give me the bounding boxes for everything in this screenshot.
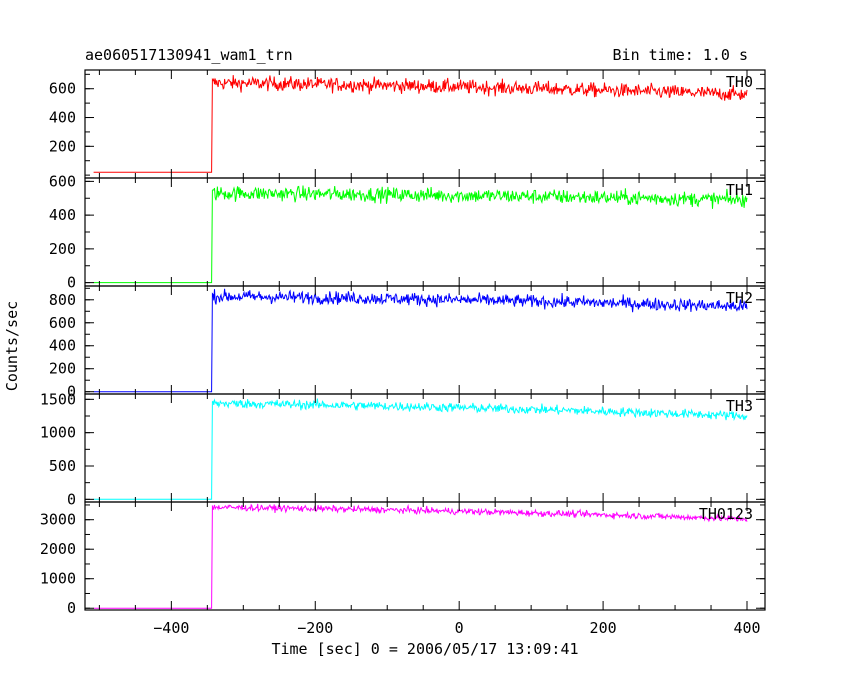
y-tick-label: 500 <box>49 457 76 475</box>
series-label-th0123: TH0123 <box>699 505 753 523</box>
chart-title: ae060517130941_wam1_trn <box>85 46 293 64</box>
panel-th3: 0 500 1000 1500 TH3 <box>40 390 766 508</box>
y-tick-label: 800 <box>49 291 76 309</box>
series-line-th0 <box>93 75 748 173</box>
y-tick-label: 0 <box>67 274 76 292</box>
panels: 200 400 600 TH0 0 200 400 600 TH1 0 200 400 600 800 TH… <box>40 69 766 617</box>
series-label-th0: TH0 <box>726 73 753 91</box>
series-line-th0123 <box>93 503 748 609</box>
y-tick-label: 3000 <box>40 511 76 529</box>
series-line-th1 <box>93 185 748 284</box>
series-label-th1: TH1 <box>726 181 753 199</box>
x-tick-label: −400 <box>153 619 189 637</box>
x-tick-labels: −400 −200 0 200 400 <box>153 619 760 637</box>
y-tick-label: 600 <box>49 314 76 332</box>
x-tick-label: 0 <box>455 619 464 637</box>
x-tick-label: 400 <box>733 619 760 637</box>
y-axis-label: Counts/sec <box>3 301 21 391</box>
y-tick-label: 400 <box>49 206 76 224</box>
panel-th2: 0 200 400 600 800 TH2 <box>49 285 766 401</box>
y-tick-label: 200 <box>49 240 76 258</box>
panel-th1: 0 200 400 600 TH1 <box>49 172 766 292</box>
y-tick-label: 200 <box>49 137 76 155</box>
panel-frame <box>84 501 766 611</box>
y-tick-label: 1000 <box>40 424 76 442</box>
panel-th0: 200 400 600 TH0 <box>49 69 766 179</box>
panel-th0123: 0 1000 2000 3000 TH0123 <box>40 501 766 617</box>
y-tick-label: 0 <box>67 599 76 617</box>
y-tick-label: 2000 <box>40 540 76 558</box>
y-tick-label: 0 <box>67 383 76 401</box>
y-tick-label: 0 <box>67 490 76 508</box>
bin-time-label: Bin time: 1.0 s <box>613 46 748 64</box>
series-line-th2 <box>93 288 748 393</box>
y-tick-label: 400 <box>49 337 76 355</box>
x-axis-label: Time [sec] 0 = 2006/05/17 13:09:41 <box>271 640 578 658</box>
y-tick-label: 200 <box>49 360 76 378</box>
y-tick-label: 400 <box>49 109 76 127</box>
y-tick-label: 600 <box>49 80 76 98</box>
y-tick-label: 1500 <box>40 390 76 408</box>
x-tick-label: −200 <box>297 619 333 637</box>
series-label-th3: TH3 <box>726 397 753 415</box>
series-line-th3 <box>93 398 748 500</box>
y-tick-label: 600 <box>49 172 76 190</box>
y-tick-label: 1000 <box>40 570 76 588</box>
x-tick-label: 200 <box>590 619 617 637</box>
series-label-th2: TH2 <box>726 289 753 307</box>
